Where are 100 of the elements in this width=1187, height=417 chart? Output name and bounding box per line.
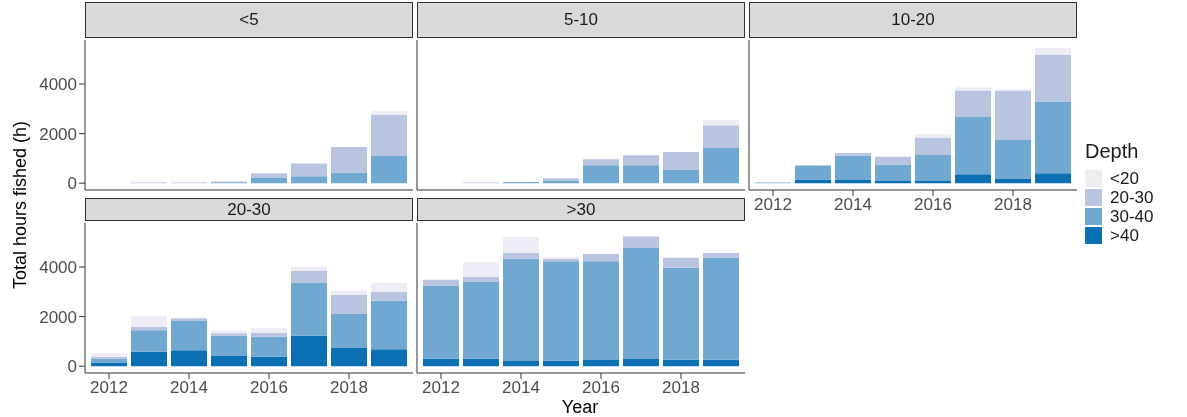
bar [171, 350, 207, 367]
bar [291, 163, 327, 177]
x-tick-label: 2012 [422, 378, 460, 398]
x-tick-label: 2014 [834, 195, 872, 215]
bar [331, 294, 367, 314]
bar [795, 165, 831, 180]
bar [463, 281, 499, 359]
bar [423, 279, 459, 286]
bar [371, 115, 407, 156]
bar [623, 358, 659, 367]
legend-label: <20 [1110, 168, 1139, 189]
bar [91, 362, 127, 367]
bar [423, 285, 459, 359]
legend-label: 30-40 [1110, 206, 1154, 227]
chart-title: 20-30 [85, 198, 413, 221]
x-tick-label: 2016 [582, 378, 620, 398]
bar [703, 119, 739, 126]
x-axis-title: Year [561, 397, 599, 417]
bar [331, 313, 367, 349]
chart-title: <5 [85, 2, 413, 38]
bar [331, 172, 367, 184]
bar [423, 358, 459, 367]
bar [371, 349, 407, 367]
bar [995, 90, 1031, 141]
bar [663, 151, 699, 170]
bar [1035, 47, 1071, 55]
bar [463, 358, 499, 367]
bar [583, 159, 619, 166]
bar [663, 359, 699, 367]
bar [543, 261, 579, 361]
bar [251, 336, 287, 357]
bar [1035, 54, 1071, 102]
bar [131, 351, 167, 367]
bar [875, 180, 911, 184]
x-tick-label: 2012 [90, 378, 128, 398]
bar [583, 254, 619, 262]
bar [543, 360, 579, 367]
y-tick-label: 0 [67, 174, 77, 194]
bar [663, 169, 699, 184]
y-tick-label: 4000 [39, 75, 77, 95]
bar [623, 247, 659, 359]
bar [955, 87, 991, 91]
bar [915, 137, 951, 155]
bar [171, 321, 207, 351]
bar [211, 335, 247, 357]
x-tick-label: 2016 [914, 195, 952, 215]
bar [955, 116, 991, 175]
bar [251, 332, 287, 337]
bar [131, 330, 167, 352]
bar [251, 356, 287, 367]
x-tick-label: 2014 [502, 378, 540, 398]
bar [583, 165, 619, 184]
bar [795, 179, 831, 184]
bar [371, 292, 407, 301]
bar [1035, 101, 1071, 174]
bar [291, 282, 327, 336]
bar [663, 257, 699, 268]
bar [371, 282, 407, 293]
bar [703, 359, 739, 367]
y-tick-label: 0 [67, 357, 77, 377]
bar [955, 90, 991, 117]
bar [503, 237, 539, 254]
legend-label: >40 [1110, 225, 1139, 246]
x-tick-label: 2016 [250, 378, 288, 398]
x-tick-label: 2018 [994, 195, 1032, 215]
bar [835, 152, 871, 156]
chart-title: >30 [417, 198, 745, 221]
bar [251, 173, 287, 178]
bar [291, 176, 327, 184]
bar [291, 270, 327, 283]
legend-label: 20-30 [1110, 187, 1154, 208]
bar [331, 146, 367, 173]
bar [131, 315, 167, 327]
x-tick-label: 2012 [754, 195, 792, 215]
bar [371, 155, 407, 184]
bar [503, 360, 539, 367]
bar [623, 155, 659, 166]
bar [703, 257, 739, 360]
x-tick-label: 2014 [170, 378, 208, 398]
bar [995, 178, 1031, 184]
bar [703, 125, 739, 148]
bar [875, 156, 911, 165]
bar [503, 258, 539, 361]
bar [1035, 173, 1071, 184]
bar [331, 348, 367, 367]
y-axis-title: Total hours fished (h) [9, 120, 31, 290]
bar [463, 262, 499, 277]
bar [835, 179, 871, 184]
bar [703, 253, 739, 258]
bar [875, 164, 911, 181]
bar [371, 111, 407, 115]
bar [995, 140, 1031, 179]
bar [623, 236, 659, 248]
bar [835, 155, 871, 180]
chart-title: 5-10 [417, 2, 745, 38]
legend-title: Depth [1085, 140, 1140, 163]
bar [583, 359, 619, 367]
bar [703, 147, 739, 184]
bar [291, 266, 327, 271]
bar [955, 174, 991, 184]
